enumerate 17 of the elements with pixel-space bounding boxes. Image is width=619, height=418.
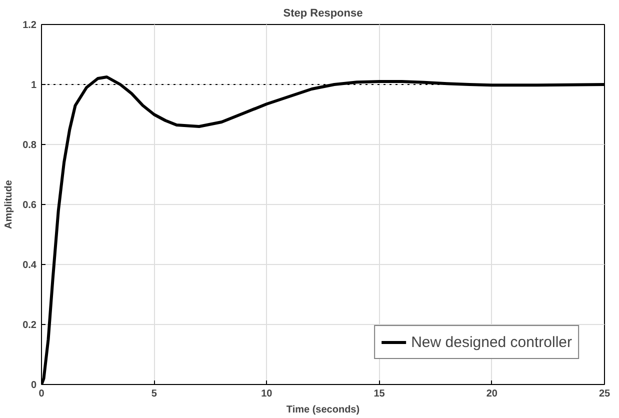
x-tick-label: 10 [261, 388, 273, 400]
y-tick-label: 0.2 [22, 320, 37, 331]
x-axis-title: Time (seconds) [286, 404, 360, 416]
y-tick-label: 0.4 [22, 260, 37, 271]
x-tick-label: 25 [598, 388, 610, 400]
x-tick-label: 15 [374, 388, 386, 400]
y-tick-label: 1 [30, 80, 37, 91]
y-tick-label: 0.6 [22, 200, 37, 211]
y-tick-label: 1.2 [22, 20, 37, 31]
x-tick-label: 5 [151, 388, 158, 400]
x-tick-label: 0 [38, 388, 45, 400]
legend-label: New designed controller [411, 334, 572, 350]
y-tick-label: 0 [30, 380, 37, 391]
x-tick-label: 20 [486, 388, 498, 400]
chart-title: Step Response [283, 8, 363, 20]
y-axis-title: Amplitude [4, 180, 15, 229]
y-tick-label: 0.8 [22, 140, 37, 151]
